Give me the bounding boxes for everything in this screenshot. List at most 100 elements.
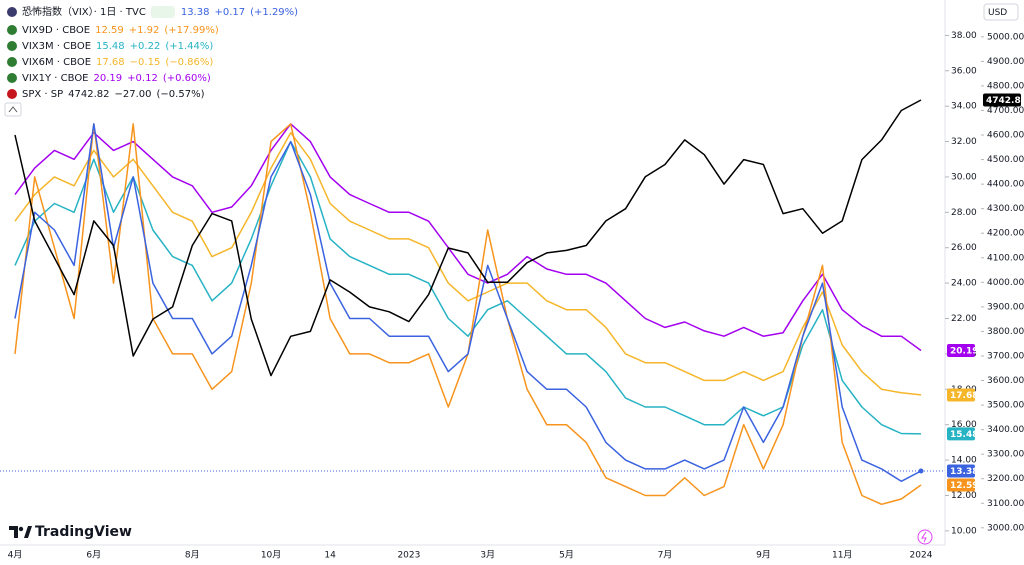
y2-tick-label: 3100.00: [987, 499, 1024, 509]
x-tick-label: 4月: [8, 550, 23, 561]
legend-change-pct: (−0.57%): [157, 89, 205, 100]
axes: 10.0012.0014.0016.0018.0020.0022.0024.00…: [8, 31, 1024, 561]
y2-tick-label: 4700.00: [987, 106, 1024, 116]
y2-tick-label: 3300.00: [987, 450, 1024, 460]
legend-change-pct: (−0.86%): [165, 57, 213, 68]
legend-change: +0.12: [127, 73, 158, 84]
price-label: 20.19: [950, 347, 978, 357]
y-tick-label: 12.00: [951, 491, 977, 501]
x-tick-label: 5月: [559, 550, 574, 561]
y2-tick-label: 4800.00: [987, 81, 1024, 91]
price-label-bg: [947, 427, 975, 441]
price-label: 4742.82: [986, 96, 1024, 106]
legend-name: VIX3M · CBOE: [22, 41, 91, 52]
price-label-bg: [947, 388, 975, 402]
legend-name: VIX1Y · CBOE: [22, 73, 89, 84]
x-tick-label: 11月: [832, 550, 852, 561]
legend-icon: [7, 7, 17, 17]
y-tick-label: 36.00: [951, 66, 977, 76]
legend-name: VIX9D · CBOE: [22, 25, 90, 36]
x-tick-label: 2023: [397, 551, 420, 561]
legend-change-pct: (+17.99%): [164, 25, 218, 36]
legend-badge: [150, 6, 175, 18]
x-tick-label: 3月: [480, 550, 495, 561]
collapse-icon: [8, 106, 18, 113]
logo-mark: [9, 526, 32, 538]
y-tick-label: 16.00: [951, 420, 977, 430]
legend-value: 15.48: [96, 41, 125, 52]
y-tick-label: 24.00: [951, 279, 977, 289]
series-line: [14, 99, 922, 377]
x-tick-label: 10月: [261, 550, 281, 561]
legend-value: 4742.82: [68, 89, 109, 100]
x-tick-label: 2024: [910, 551, 933, 561]
y2-tick-label: 4000.00: [987, 278, 1024, 288]
legend-icon: [7, 73, 17, 83]
series-line: [14, 131, 922, 396]
legend-icon: [7, 57, 17, 67]
legend-change-pct: (+0.60%): [163, 73, 211, 84]
legend-change-pct: (+1.29%): [250, 7, 298, 18]
price-label: 13.38: [950, 467, 978, 477]
price-label: 12.59: [950, 481, 978, 491]
y-tick-label: 26.00: [951, 243, 977, 253]
y2-tick-label: 3600.00: [987, 376, 1024, 386]
legend-change: +0.17: [214, 7, 245, 18]
y2-tick-label: 4900.00: [987, 57, 1024, 67]
x-tick-label: 6月: [86, 550, 101, 561]
y2-tick-label: 4400.00: [987, 180, 1024, 190]
x-tick-label: 8月: [185, 550, 200, 561]
legend-name: 恐怖指数（VIX）· 1日 · TVC: [22, 5, 146, 18]
x-tick-label: 14: [324, 551, 336, 561]
y-tick-label: 14.00: [951, 456, 977, 466]
y2-tick-label: 3500.00: [987, 401, 1024, 411]
y2-tick-label: 4200.00: [987, 229, 1024, 239]
price-label-bg: [947, 464, 975, 478]
y-tick-label: 30.00: [951, 172, 977, 182]
legend: 恐怖指数（VIX）· 1日 · TVC 13.38 +0.17 (+1.29%) VIX…: [7, 5, 298, 100]
y2-tick-label: 4600.00: [987, 131, 1024, 141]
collapse-button[interactable]: [4, 102, 22, 117]
legend-change: +0.22: [130, 41, 161, 52]
legend-value: 13.38: [181, 7, 210, 18]
price-label-bg: [983, 93, 1021, 107]
y-tick-label: 38.00: [951, 31, 977, 41]
series-line: [14, 123, 922, 352]
legend-value: 12.59: [95, 25, 124, 36]
series-line: [14, 140, 922, 435]
currency-button[interactable]: [983, 3, 1019, 21]
y2-tick-label: 3000.00: [987, 523, 1024, 533]
last-point: [918, 468, 924, 474]
y-tick-label: 34.00: [951, 102, 977, 112]
legend-change: +1.92: [129, 25, 160, 36]
y2-tick-label: 3900.00: [987, 302, 1024, 312]
currency: USD: [988, 8, 1007, 18]
series-line: [14, 123, 922, 483]
price-label: 17.68: [950, 391, 978, 401]
y2-tick-label: 3700.00: [987, 351, 1024, 361]
y2-tick-label: 3400.00: [987, 425, 1024, 435]
legend-change-pct: (+1.44%): [165, 41, 213, 52]
price-label-bg: [947, 478, 975, 492]
y2-tick-label: 5000.00: [987, 32, 1024, 42]
y2-tick-label: 4500.00: [987, 155, 1024, 165]
legend-name: SPX · SP: [22, 89, 63, 100]
y-tick-label: 22.00: [951, 314, 977, 324]
event-icon[interactable]: [917, 529, 933, 545]
legend-value: 17.68: [96, 57, 125, 68]
y2-tick-label: 4300.00: [987, 204, 1024, 214]
legend-value: 20.19: [94, 73, 123, 84]
legend-name: VIX6M · CBOE: [22, 57, 91, 68]
legend-change: −27.00: [115, 89, 152, 100]
price-label: 15.48: [950, 430, 978, 440]
plot: [0, 99, 945, 506]
logo: TradingView: [35, 524, 132, 540]
y2-tick-label: 3200.00: [987, 474, 1024, 484]
legend-icon: [7, 25, 17, 35]
y-tick-label: 10.00: [951, 526, 977, 536]
y2-tick-label: 4100.00: [987, 253, 1024, 263]
x-tick-label: 9月: [756, 550, 771, 561]
x-tick-label: 7月: [658, 550, 673, 561]
y-tick-label: 28.00: [951, 208, 977, 218]
